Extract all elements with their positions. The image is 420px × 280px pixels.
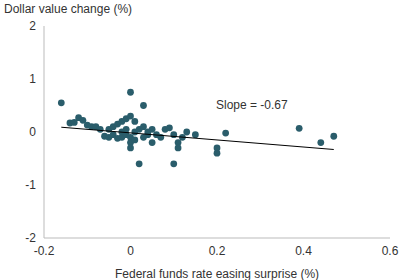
svg-text:-0.2: -0.2 — [34, 244, 55, 258]
svg-text:-2: -2 — [25, 231, 36, 245]
svg-text:0.2: 0.2 — [209, 244, 226, 258]
html-text:Dollar value change (%): Dollar value change (%) — [4, 2, 133, 16]
svg-text:0.6: 0.6 — [382, 244, 399, 258]
svg-text:0: 0 — [127, 244, 134, 258]
html-text:Slope = -0.67: Slope = -0.67 — [216, 98, 288, 112]
svg-text:-1: -1 — [25, 178, 36, 192]
svg-text:0: 0 — [29, 125, 36, 139]
svg-text:Federal funds rate easing surp: Federal funds rate easing surprise (%) — [115, 267, 319, 280]
svg-text:2: 2 — [29, 19, 36, 33]
svg-text:1: 1 — [29, 72, 36, 86]
svg-text:0.4: 0.4 — [295, 244, 312, 258]
